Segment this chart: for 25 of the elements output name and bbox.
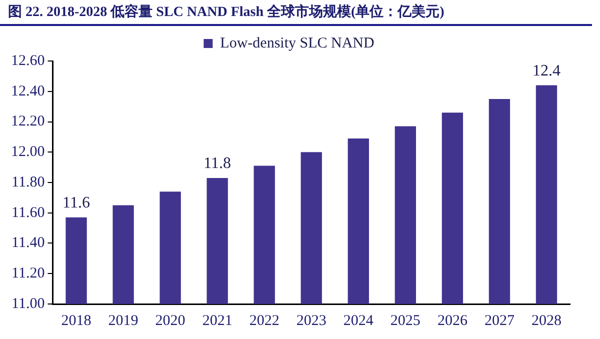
data-label: 12.4 (532, 62, 560, 80)
y-tick-label: 12.20 (11, 114, 45, 130)
y-tick-label: 11.20 (12, 266, 45, 282)
y-tick-label: 11.40 (12, 235, 45, 252)
x-tick-label: 2024 (343, 312, 374, 329)
x-tick-label: 2026 (437, 312, 468, 329)
x-tick-label: 2027 (484, 312, 515, 329)
x-tick-label: 2022 (249, 312, 280, 329)
y-tick-label: 11.60 (12, 204, 45, 221)
x-tick-label: 2018 (61, 312, 92, 329)
x-tick-label: 2028 (531, 312, 562, 329)
y-tick-label: 11.80 (12, 174, 45, 190)
x-tick-label: 2023 (296, 312, 326, 329)
y-tick-label: 11.00 (12, 296, 45, 312)
data-label: 11.8 (204, 155, 232, 172)
x-tick-label: 2025 (390, 312, 420, 329)
y-tick-label: 12.60 (11, 52, 45, 69)
y-tick-label: 12.00 (11, 144, 45, 160)
x-tick-label: 2020 (155, 312, 186, 329)
data-label: 11.6 (62, 194, 90, 212)
legend-label: Low-density SLC NAND (220, 35, 374, 52)
chart-title: 图 22. 2018-2028 低容量 SLC NAND Flash 全球市场规模(单位：亿美元) (0, 0, 592, 26)
x-tick-label: 2019 (108, 312, 138, 329)
x-tick-label: 2021 (202, 312, 232, 329)
y-tick-label: 12.40 (11, 83, 45, 100)
